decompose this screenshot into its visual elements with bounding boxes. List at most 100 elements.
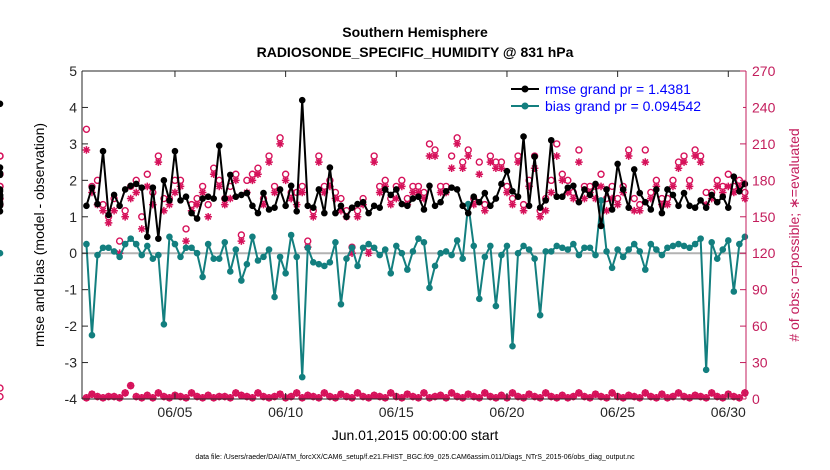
rmse-series-point-87 bbox=[564, 184, 572, 191]
obs-evaluated-low-marker-107 bbox=[674, 389, 683, 397]
bias-series-point-76 bbox=[503, 242, 511, 250]
obs-possible-marker-62 bbox=[425, 140, 434, 148]
rmse-series-point-40 bbox=[304, 202, 312, 210]
bias-series-point-109 bbox=[686, 244, 693, 252]
rmse-series-point-25 bbox=[221, 195, 229, 202]
legend-box bbox=[505, 77, 743, 117]
rmse-series-point-36 bbox=[282, 202, 289, 210]
bias-series-point-19 bbox=[188, 244, 195, 252]
obs-evaluated-marker-84 bbox=[547, 188, 556, 197]
obs-evaluated-marker-26 bbox=[226, 194, 235, 203]
rmse-series-point-94 bbox=[603, 186, 610, 193]
rmse-series-point-0 bbox=[83, 202, 90, 210]
obs-possible-marker-123 bbox=[0, 152, 4, 160]
bias-series-point-114 bbox=[713, 255, 721, 262]
obs-evaluated-marker-11 bbox=[143, 182, 152, 191]
rmse-series-point-67 bbox=[453, 186, 461, 193]
rmse-series-point-105 bbox=[664, 186, 671, 193]
rmse-series-point-97 bbox=[619, 186, 627, 193]
obs-possible-marker-85 bbox=[553, 140, 561, 148]
plot-background bbox=[82, 71, 746, 399]
y2-tick-label-6: 180 bbox=[752, 172, 776, 188]
obs-evaluated-marker-59 bbox=[409, 188, 417, 197]
obs-evaluated-low-marker-0 bbox=[82, 393, 91, 402]
obs-evaluated-low-marker-35 bbox=[276, 390, 284, 398]
obs-evaluated-low-marker-102 bbox=[647, 392, 655, 401]
obs-evaluated-low-marker-2 bbox=[93, 392, 102, 401]
bias-series-point-104 bbox=[658, 251, 666, 259]
bias-series-point-88 bbox=[570, 240, 577, 248]
obs-evaluated-marker-23 bbox=[209, 170, 218, 179]
rmse-series-point-6 bbox=[116, 202, 123, 210]
rmse-series-point-13 bbox=[155, 235, 162, 242]
legend-entry-1: bias grand pr = 0.094542 bbox=[545, 98, 701, 114]
bias-series-point-118 bbox=[736, 240, 743, 248]
bias-series-point-4 bbox=[105, 244, 112, 252]
rmse-series-point-131 bbox=[0, 164, 4, 171]
obs-evaluated-low-marker-77 bbox=[508, 389, 517, 397]
bias-series-point-31 bbox=[254, 257, 262, 264]
obs-possible-marker-18 bbox=[182, 225, 190, 233]
obs-evaluated-low-marker-89 bbox=[575, 389, 583, 397]
rmse-series-point-16 bbox=[171, 147, 179, 155]
obs-evaluated-marker-62 bbox=[425, 152, 434, 160]
obs-evaluated-marker-93 bbox=[597, 182, 605, 191]
obs-evaluated-marker-82 bbox=[536, 212, 544, 221]
bias-series-point-35 bbox=[276, 253, 284, 261]
obs-evaluated-low-marker-31 bbox=[254, 389, 262, 397]
rmse-series-point-111 bbox=[697, 197, 704, 204]
obs-evaluated-marker-80 bbox=[525, 182, 533, 191]
x-tick-label-2: 06/15 bbox=[379, 404, 414, 420]
obs-evaluated-low-marker-72 bbox=[481, 389, 489, 397]
obs-evaluated-marker-75 bbox=[497, 164, 506, 172]
rmse-series-point-7 bbox=[121, 186, 129, 193]
obs-evaluated-marker-44 bbox=[326, 182, 334, 191]
rmse-series-point-72 bbox=[481, 189, 489, 197]
obs-evaluated-marker-86 bbox=[558, 176, 567, 185]
rmse-series-point-55 bbox=[387, 191, 395, 199]
rmse-series-point-93 bbox=[597, 222, 605, 230]
rmse-series-point-90 bbox=[581, 186, 588, 193]
bias-series-point-103 bbox=[653, 246, 660, 253]
bias-series-point-81 bbox=[531, 255, 538, 262]
obs-evaluated-low-marker-22 bbox=[204, 391, 212, 400]
bias-series-point-20 bbox=[193, 249, 201, 257]
obs-evaluated-marker-87 bbox=[564, 188, 572, 197]
obs-evaluated-low-marker-85 bbox=[552, 393, 561, 402]
bias-series-point-57 bbox=[398, 249, 406, 257]
rmse-series-point-73 bbox=[487, 202, 494, 210]
obs-evaluated-marker-5 bbox=[110, 206, 118, 215]
rmse-series-point-39 bbox=[298, 96, 306, 104]
obs-evaluated-marker-39 bbox=[298, 188, 307, 197]
bias-series-point-89 bbox=[575, 251, 583, 259]
rmse-series-point-135 bbox=[0, 200, 4, 208]
bias-series-point-6 bbox=[116, 253, 123, 261]
bias-series-point-49 bbox=[354, 262, 361, 270]
rmse-series-point-86 bbox=[558, 193, 566, 201]
bias-series-point-15 bbox=[166, 233, 173, 241]
obs-evaluated-low-marker-84 bbox=[547, 392, 556, 401]
obs-evaluated-marker-116 bbox=[724, 182, 733, 191]
obs-evaluated-low-marker-90 bbox=[580, 392, 589, 401]
obs-evaluated-marker-15 bbox=[165, 200, 174, 209]
rmse-series-point-76 bbox=[503, 167, 511, 175]
obs-evaluated-marker-10 bbox=[137, 225, 146, 233]
rmse-series-point-110 bbox=[691, 204, 699, 211]
bias-series-point-85 bbox=[553, 242, 561, 250]
obs-evaluated-low-marker-13 bbox=[154, 389, 163, 397]
obs-evaluated-low-marker-70 bbox=[469, 392, 478, 401]
rmse-series-point-42 bbox=[315, 186, 323, 193]
obs-evaluated-low-marker-38 bbox=[292, 389, 301, 397]
obs-evaluated-marker-14 bbox=[160, 206, 168, 215]
obs-evaluated-marker-49 bbox=[353, 212, 362, 221]
obs-evaluated-low-marker-67 bbox=[453, 392, 461, 401]
obs-possible-marker-6 bbox=[115, 237, 124, 245]
bias-series-point-23 bbox=[210, 255, 217, 262]
obs-evaluated-low-marker-80 bbox=[525, 390, 533, 398]
bias-series-point-65 bbox=[442, 248, 450, 255]
obs-evaluated-low-marker-1 bbox=[88, 390, 96, 398]
rmse-series-point-137 bbox=[0, 169, 4, 177]
x-axis-label: Jun.01,2015 00:00:00 start bbox=[332, 427, 499, 443]
obs-evaluated-marker-9 bbox=[132, 188, 141, 197]
bias-series-point-105 bbox=[664, 244, 671, 252]
